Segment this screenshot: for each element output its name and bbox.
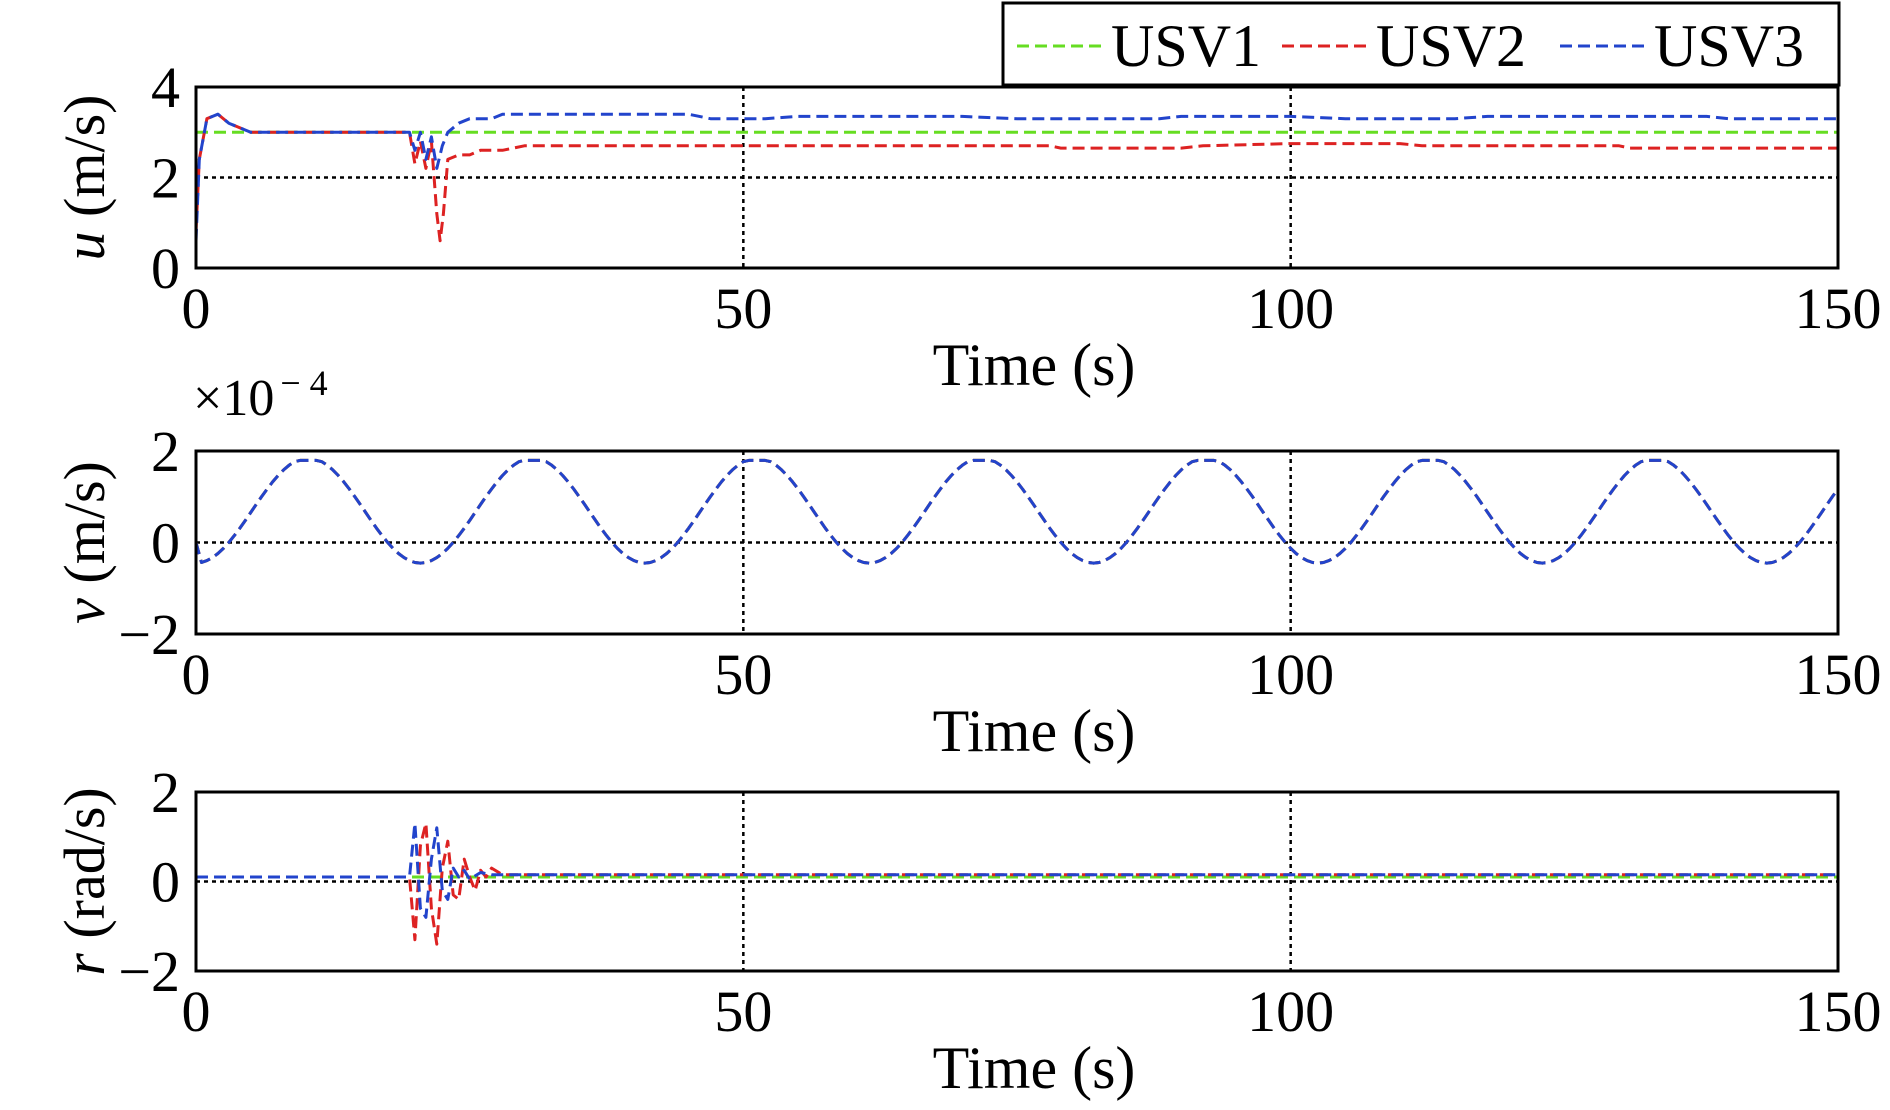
y-tick-label: 0 <box>151 236 180 301</box>
x-tick-label: 0 <box>182 979 211 1044</box>
x-tick-label: 100 <box>1247 979 1334 1044</box>
y-axis-symbol: r <box>52 953 117 976</box>
legend-label-usv3: USV3 <box>1654 13 1804 79</box>
legend-label-usv2: USV2 <box>1376 13 1526 79</box>
x-tick-label: 100 <box>1247 642 1334 707</box>
y-axis-unit: (rad/s) <box>52 787 117 953</box>
series-line-usv1 <box>194 458 1840 565</box>
x-tick-label: 100 <box>1247 276 1334 341</box>
series-line-usv3 <box>194 112 1838 241</box>
series-line-usv3 <box>194 458 1840 565</box>
x-tick-label: 50 <box>714 979 772 1044</box>
plot-frame <box>194 85 1840 270</box>
y-multiplier: ×10− 4 <box>193 363 328 427</box>
y-tick-label: −2 <box>118 602 180 667</box>
x-axis-label: Time (s) <box>933 1035 1136 1101</box>
x-tick-label: 0 <box>182 276 211 341</box>
y-axis-label: v (m/s) <box>52 461 117 624</box>
x-tick-label: 50 <box>714 276 772 341</box>
series-line-usv3 <box>196 821 1838 919</box>
series-line-usv2 <box>196 821 1838 946</box>
y-tick-label: 2 <box>151 419 180 484</box>
plot-frame <box>194 790 1840 973</box>
legend-box <box>1001 1 1841 87</box>
legend-label-usv1: USV1 <box>1111 13 1261 79</box>
x-tick-label: 150 <box>1795 642 1882 707</box>
legend: USV1 USV2 USV3 <box>1001 1 1841 87</box>
y-tick-label: −2 <box>118 939 180 1004</box>
y-axis-label: u (m/s) <box>52 95 117 261</box>
x-axis-label: Time (s) <box>933 332 1136 398</box>
y-tick-label: 4 <box>151 55 180 120</box>
x-tick-label: 150 <box>1795 276 1882 341</box>
y-tick-label: 0 <box>151 850 180 915</box>
series-line-usv2 <box>194 458 1840 565</box>
y-tick-label: 0 <box>151 511 180 576</box>
x-axis-label: Time (s) <box>933 698 1136 764</box>
y-axis-label: r (rad/s) <box>52 787 117 975</box>
plot-frame <box>194 449 1840 636</box>
y-axis-symbol: u <box>52 231 117 260</box>
y-axis-unit: (m/s) <box>52 95 117 232</box>
x-tick-label: 50 <box>714 642 772 707</box>
x-tick-label: 150 <box>1795 979 1882 1044</box>
y-axis-unit: (m/s) <box>52 461 117 598</box>
y-multiplier-exponent: − 4 <box>280 363 327 403</box>
y-tick-label: 2 <box>151 146 180 211</box>
y-axis-symbol: v <box>52 598 117 624</box>
y-tick-label: 2 <box>151 760 180 825</box>
x-tick-label: 0 <box>182 642 211 707</box>
